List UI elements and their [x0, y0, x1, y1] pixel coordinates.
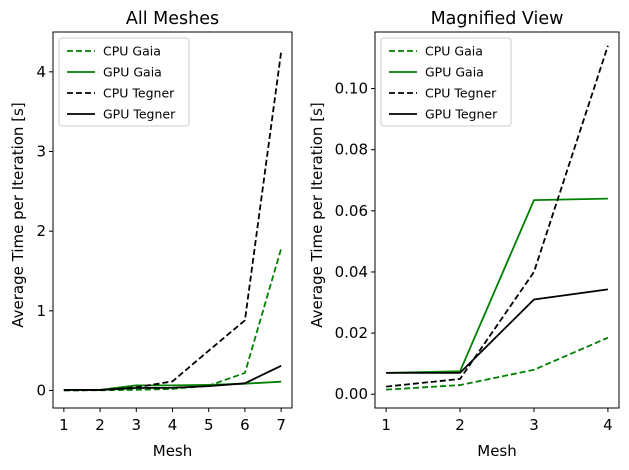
- series-line-gpu-tegner: [63, 364, 282, 391]
- y-tick-label: 0.08: [335, 141, 368, 159]
- y-tick-label: 0.04: [335, 263, 368, 281]
- y-axis-label: Average Time per Iteration [s]: [9, 102, 27, 327]
- panel-magnified-view: Magnified View Mesh Average Time per Ite…: [308, 9, 620, 460]
- axes-frame: [374, 31, 620, 409]
- legend: CPU Gaia GPU Gaia CPU Tegner GPU Tegner: [58, 37, 190, 127]
- y-tick-label: 0.02: [335, 324, 368, 342]
- y-axis-label: Average Time per Iteration [s]: [308, 102, 326, 327]
- chart-title: Magnified View: [431, 9, 564, 29]
- legend-label-cpu-tegner: CPU Tegner: [425, 86, 497, 101]
- legend-label-cpu-gaia: CPU Gaia: [103, 44, 161, 59]
- x-tick-label: 3: [529, 416, 539, 434]
- legend-label-gpu-gaia: GPU Gaia: [103, 65, 162, 80]
- x-axis-ticks: 1 2 3 4 5 6 7: [59, 408, 286, 434]
- x-tick-label: 5: [204, 416, 214, 434]
- x-axis-ticks: 1 2 3 4: [381, 408, 613, 434]
- x-tick-label: 3: [132, 416, 142, 434]
- y-tick-label: 0.00: [335, 385, 368, 403]
- legend-frame: [58, 37, 190, 127]
- series-line-gpu-tegner: [386, 288, 609, 374]
- legend-label-gpu-gaia: GPU Gaia: [425, 65, 484, 80]
- y-tick-label: 2: [36, 222, 46, 240]
- x-axis-label: Mesh: [153, 442, 193, 460]
- y-axis-ticks: 0.00 0.02 0.04 0.06 0.08 0.10: [335, 80, 375, 403]
- x-tick-label: 7: [276, 416, 286, 434]
- legend: CPU Gaia GPU Gaia CPU Tegner GPU Tegner: [380, 37, 512, 127]
- legend-label-gpu-tegner: GPU Tegner: [103, 107, 176, 122]
- panel-all-meshes: All Meshes Mesh Average Time per Iterati…: [9, 9, 293, 460]
- y-tick-label: 1: [36, 302, 46, 320]
- y-tick-label: 0.06: [335, 202, 368, 220]
- y-tick-label: 3: [36, 142, 46, 160]
- y-axis-ticks: 0 1 2 3 4: [36, 63, 53, 399]
- legend-frame: [380, 37, 512, 127]
- x-tick-label: 6: [240, 416, 250, 434]
- series-line-cpu-tegner: [385, 45, 609, 388]
- plot-area: [63, 51, 283, 392]
- x-tick-label: 1: [59, 416, 69, 434]
- legend-label-gpu-tegner: GPU Tegner: [425, 107, 498, 122]
- x-tick-label: 2: [95, 416, 105, 434]
- plot-area: [385, 45, 609, 391]
- legend-label-cpu-tegner: CPU Tegner: [103, 86, 175, 101]
- series-line-cpu-gaia: [386, 336, 609, 391]
- y-tick-label: 4: [36, 63, 46, 81]
- x-tick-label: 1: [381, 416, 391, 434]
- x-axis-label: Mesh: [477, 442, 517, 460]
- chart-title: All Meshes: [126, 9, 219, 29]
- x-tick-label: 4: [168, 416, 178, 434]
- legend-label-cpu-gaia: CPU Gaia: [425, 44, 483, 59]
- y-tick-label: 0: [36, 381, 46, 399]
- x-tick-label: 4: [603, 416, 613, 434]
- x-tick-label: 2: [455, 416, 465, 434]
- y-tick-label: 0.10: [335, 80, 368, 98]
- axes-frame: [52, 31, 293, 409]
